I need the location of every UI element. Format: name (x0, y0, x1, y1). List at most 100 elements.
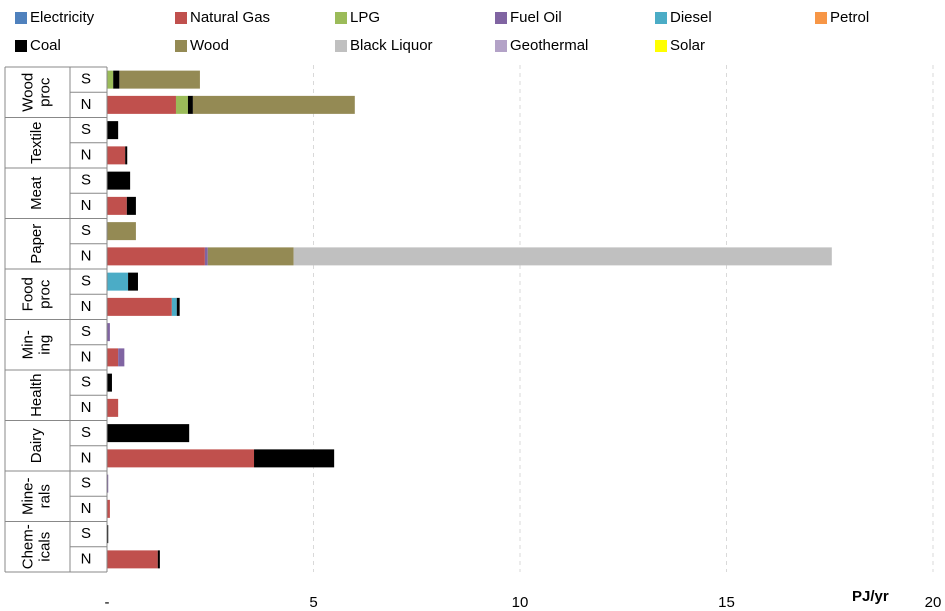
bar-segment (107, 449, 255, 468)
bar-segment (107, 499, 110, 518)
bar-segment (128, 272, 138, 291)
category-label: S (81, 71, 91, 88)
group-label: Min-ing (19, 330, 53, 359)
category-label: S (81, 121, 91, 138)
bar-segment (113, 70, 120, 89)
category-label: N (81, 298, 92, 315)
bar-segment (293, 247, 832, 266)
group-label-line: Chem- (19, 524, 36, 569)
legend-swatch (815, 12, 827, 24)
legend-swatch (655, 12, 667, 24)
group-label-line: Meat (28, 176, 45, 210)
group-label-line: rals (36, 484, 53, 508)
bar-segment (107, 323, 110, 342)
bar-segment (107, 550, 158, 569)
legend-swatch (655, 40, 667, 52)
category-label: N (81, 399, 92, 416)
bar-segment (107, 373, 112, 392)
bar-segment (125, 146, 128, 165)
bar-segment (176, 297, 180, 316)
bar-segment (171, 297, 177, 316)
group-label-line: Health (28, 374, 45, 417)
group-label-line: Mine- (19, 477, 36, 515)
bar-segment (107, 146, 126, 165)
group-label-line: Min- (19, 330, 36, 359)
bar-segment (107, 171, 131, 190)
bar-segment (107, 70, 114, 89)
bar-segment (126, 196, 136, 215)
category-label: N (81, 449, 92, 466)
group-label: Dairy (28, 428, 45, 464)
group-label: Chem-icals (19, 524, 53, 569)
bar-segment (119, 70, 200, 89)
x-tick-label: 15 (718, 594, 735, 611)
group-label: Wood proc (19, 73, 53, 112)
bar-segment (107, 247, 205, 266)
legend-swatch (15, 12, 27, 24)
category-label: S (81, 273, 91, 290)
category-label: S (81, 323, 91, 340)
legend-swatch (15, 40, 27, 52)
group-label: Health (28, 374, 45, 417)
category-label: N (81, 146, 92, 163)
bar-segment (157, 550, 160, 569)
bar-segment (107, 297, 172, 316)
bar-segment (107, 424, 190, 443)
bar-segment (254, 449, 335, 468)
legend-label: Solar (670, 37, 705, 54)
category-label: N (81, 96, 92, 113)
legend-label: Coal (30, 37, 61, 54)
bar-segment (107, 222, 136, 241)
x-axis-label: PJ/yr (852, 588, 889, 605)
category-label: S (81, 475, 91, 492)
group-label: Paper (28, 224, 45, 264)
bar-segment (107, 398, 119, 417)
group-label: Textile (28, 121, 45, 164)
category-label: N (81, 247, 92, 264)
group-label: Meat (28, 176, 45, 210)
group-label-line: proc (36, 77, 53, 107)
x-tick-label: - (105, 594, 110, 611)
category-label: S (81, 374, 91, 391)
group-label-line: Dairy (28, 428, 45, 464)
bar-segment (107, 348, 119, 367)
legend-label: Diesel (670, 9, 712, 26)
legend-swatch (335, 12, 347, 24)
legend-label: Electricity (30, 9, 95, 26)
group-label-line: Paper (28, 224, 45, 264)
legend-label: Natural Gas (190, 9, 270, 26)
group-label: Mine-rals (19, 477, 53, 515)
bar-segment (107, 272, 129, 291)
category-label: S (81, 222, 91, 239)
legend-swatch (175, 40, 187, 52)
legend-label: Fuel Oil (510, 9, 562, 26)
legend-label: LPG (350, 9, 380, 26)
x-tick-label: 5 (309, 594, 317, 611)
group-label-line: Textile (28, 121, 45, 164)
category-label: N (81, 500, 92, 517)
group-label: Food proc (19, 277, 53, 311)
category-label: S (81, 424, 91, 441)
category-label: S (81, 525, 91, 542)
legend-label: Wood (190, 37, 229, 54)
x-tick-label: 10 (512, 594, 529, 611)
legend-label: Black Liquor (350, 37, 433, 54)
group-label-line: Wood (19, 73, 36, 112)
group-label-line: ing (36, 335, 53, 355)
group-label-line: Food (19, 277, 36, 311)
bar-segment (118, 348, 125, 367)
bar-segment (107, 95, 176, 114)
category-label: N (81, 197, 92, 214)
bar-segment (175, 95, 188, 114)
category-label: N (81, 348, 92, 365)
bar-segment (107, 525, 109, 544)
category-label: N (81, 550, 92, 567)
legend-swatch (495, 12, 507, 24)
bar-segment (207, 247, 294, 266)
legend-swatch (175, 12, 187, 24)
legend-swatch (335, 40, 347, 52)
bar-segment (107, 121, 119, 140)
legend-label: Geothermal (510, 37, 588, 54)
